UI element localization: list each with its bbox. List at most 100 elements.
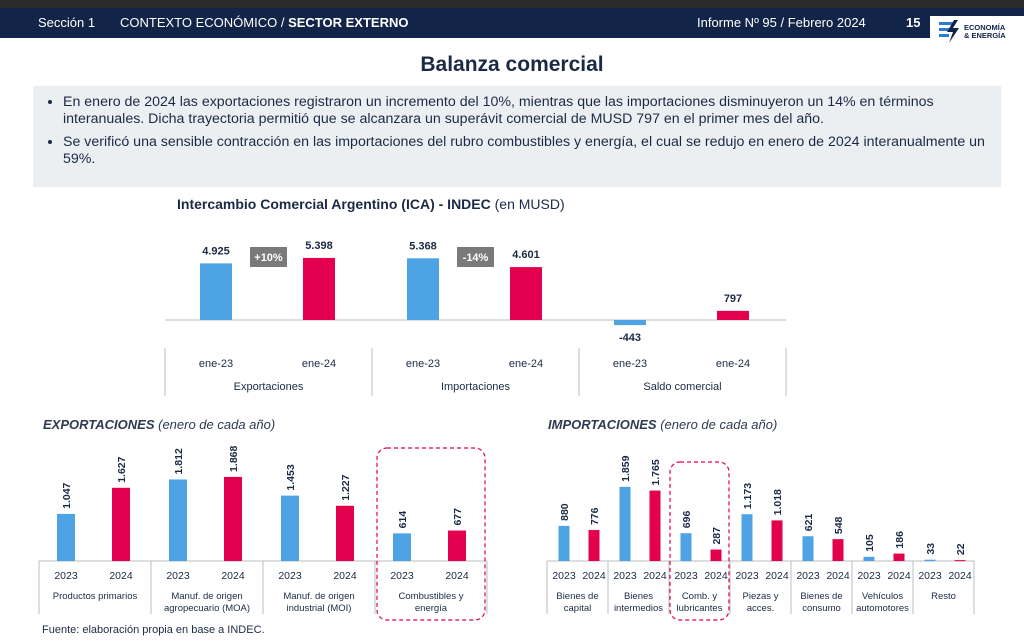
ica-bar: [303, 257, 335, 320]
data-label: 1.173: [742, 483, 754, 509]
ica-x-label: ene-24: [302, 358, 336, 370]
category-label: energía: [415, 603, 448, 614]
highlight-frame: [669, 461, 730, 621]
section-label: Sección 1: [38, 15, 96, 30]
ica-data-label: -443: [619, 332, 641, 344]
ica-x-label: ene-23: [613, 358, 647, 370]
ica-bar: [510, 267, 542, 320]
data-label: 1.627: [116, 456, 128, 482]
imports-section-title: IMPORTACIONES (enero de cada año): [548, 417, 777, 432]
ica-bar: [200, 263, 232, 320]
bar: [649, 490, 661, 561]
bar: [558, 525, 570, 561]
year-label: 2024: [109, 570, 133, 582]
data-label: 614: [397, 511, 409, 529]
imports-title: IMPORTACIONES: [548, 417, 657, 432]
context-text: CONTEXTO ECONÓMICO /: [120, 15, 285, 30]
ica-group-label: Exportaciones: [234, 381, 304, 393]
data-label: 1.812: [173, 448, 185, 474]
ica-change-badge: [250, 247, 287, 267]
bar: [741, 514, 753, 561]
data-label: 696: [681, 511, 693, 529]
ica-bar: [717, 310, 749, 320]
context-bold-text: SECTOR EXTERNO: [288, 15, 409, 30]
data-label: 186: [894, 531, 906, 549]
year-label: 2024: [333, 570, 357, 582]
bar: [281, 495, 299, 561]
ica-chart-title: Intercambio Comercial Argentino (ICA) - …: [177, 196, 565, 212]
data-label: 1.227: [340, 474, 352, 500]
category-label: acces.: [747, 603, 774, 614]
category-label: Comb. y: [682, 591, 718, 602]
year-label: 2023: [674, 570, 698, 582]
source-note: Fuente: elaboración propia en base a IND…: [42, 624, 265, 636]
category-label: industrial (MOI): [287, 603, 352, 614]
summary-bullet: En enero de 2024 las exportaciones regis…: [63, 94, 985, 128]
ica-data-label: 797: [724, 293, 742, 305]
summary-bullet: Se verificó una sensible contracción en …: [63, 134, 985, 168]
bar: [893, 553, 905, 561]
year-label: 2024: [221, 570, 245, 582]
summary-list: En enero de 2024 las exportaciones regis…: [33, 86, 1001, 168]
data-label: 287: [711, 527, 723, 545]
report-label: Informe Nº 95 / Febrero 2024: [697, 15, 866, 30]
ica-change-label: -14%: [463, 252, 489, 264]
highlight-frame: [376, 447, 486, 621]
year-label: 2023: [166, 570, 190, 582]
category-label: Vehículos: [862, 591, 903, 602]
category-label: Combustibles y: [399, 591, 464, 602]
bar: [224, 476, 242, 561]
ica-change-badge: [457, 247, 494, 267]
category-label: consumo: [802, 603, 841, 614]
data-label: 1.018: [772, 489, 784, 515]
year-label: 2023: [796, 570, 820, 582]
data-label: 1.765: [650, 459, 662, 485]
bar: [924, 559, 936, 561]
year-label: 2023: [613, 570, 637, 582]
bar: [448, 530, 466, 561]
logo-line-1: ECONOMÍA: [964, 23, 1006, 32]
ica-data-label: 4.925: [202, 245, 230, 257]
data-label: 33: [925, 543, 937, 555]
exports-title: EXPORTACIONES: [43, 417, 155, 432]
bar: [680, 533, 692, 561]
data-label: 776: [589, 507, 601, 525]
ica-x-label: ene-24: [716, 358, 750, 370]
bar: [863, 556, 875, 561]
page-header: Sección 1 CONTEXTO ECONÓMICO / SECTOR EX…: [0, 8, 1024, 46]
page-title: Balanza comercial: [420, 53, 604, 76]
year-label: 2024: [582, 570, 606, 582]
year-label: 2023: [735, 570, 759, 582]
data-label: 1.868: [228, 446, 240, 472]
ica-x-label: ene-24: [509, 358, 543, 370]
category-label: lubricantes: [677, 603, 723, 614]
data-label: 880: [559, 503, 571, 521]
data-label: 621: [803, 514, 815, 532]
bar: [112, 487, 130, 561]
category-label: Manuf. de origen: [283, 591, 354, 602]
year-label: 2024: [643, 570, 667, 582]
bar: [832, 539, 844, 561]
data-label: 105: [864, 534, 876, 552]
ica-data-label: 4.601: [512, 249, 540, 261]
ica-x-label: ene-23: [199, 358, 233, 370]
bar: [954, 560, 966, 562]
year-label: 2023: [857, 570, 881, 582]
summary-box: En enero de 2024 las exportaciones regis…: [33, 86, 1001, 187]
year-label: 2024: [445, 570, 469, 582]
data-label: 1.047: [61, 482, 73, 508]
ica-group-label: Saldo comercial: [643, 381, 721, 393]
year-label: 2024: [826, 570, 850, 582]
logo-line-2: & ENERGÍA: [964, 31, 1006, 40]
window-top-edge: [0, 0, 1024, 8]
year-label: 2023: [278, 570, 302, 582]
context-label: CONTEXTO ECONÓMICO / SECTOR EXTERNO: [120, 15, 408, 30]
data-label: 548: [833, 516, 845, 534]
ica-title-text: Intercambio Comercial Argentino (ICA) - …: [177, 196, 491, 212]
year-label: 2024: [887, 570, 911, 582]
bar: [57, 513, 75, 561]
data-label: 677: [452, 508, 464, 526]
year-label: 2024: [765, 570, 789, 582]
category-label: Bienes de: [800, 591, 842, 602]
ica-unit: (en MUSD): [494, 196, 565, 212]
